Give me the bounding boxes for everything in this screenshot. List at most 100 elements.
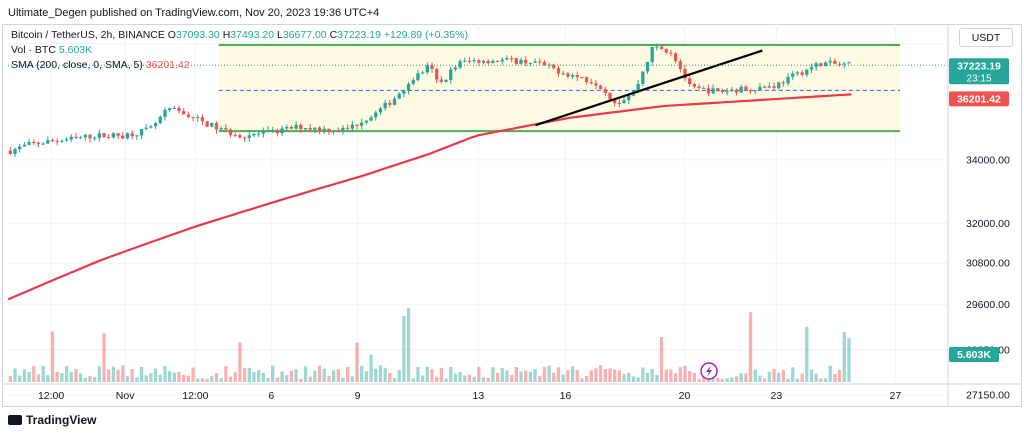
legend-sma-row[interactable]: SMA (200, close, 0, SMA, 5) 36201.42 [11, 58, 468, 73]
volume-bar [683, 365, 687, 382]
candle-body [196, 117, 200, 119]
volume-bar [210, 376, 214, 382]
volume-bar [570, 366, 575, 382]
candle-body [191, 117, 195, 119]
volume-bar [477, 366, 481, 382]
candle-body [135, 135, 139, 137]
volume-bar [97, 366, 101, 382]
sma-line [7, 93, 852, 301]
candle-body [355, 124, 359, 126]
volume-bar [18, 375, 22, 382]
volume-bar [102, 333, 106, 382]
candle-body [697, 86, 701, 88]
volume-bar [8, 376, 12, 382]
candle-body [744, 86, 748, 91]
candle-body [350, 124, 354, 129]
candle-body [467, 60, 472, 62]
volume-bar [439, 367, 444, 382]
candle-body [88, 134, 92, 139]
volume-bar [420, 375, 425, 382]
volume-bar [327, 375, 331, 382]
volume-bar [346, 366, 350, 382]
legend-symbol-row[interactable]: Bitcoin / TetherUS, 2h, BINANCE O37093.3… [11, 28, 468, 43]
candle-body [655, 46, 659, 48]
volume-bar [617, 370, 622, 382]
volume-bar [819, 378, 823, 382]
candle-body [60, 140, 64, 142]
y-tick-label: 32000.00 [966, 218, 1010, 230]
volume-bar [847, 338, 851, 382]
candle-body [228, 129, 233, 135]
candle-body [819, 63, 823, 67]
volume-bar [55, 371, 59, 382]
volume-bar [762, 378, 767, 382]
volume-bar [46, 375, 50, 382]
volume-bar [125, 376, 130, 382]
candle-body [706, 88, 711, 94]
candle-body [172, 107, 176, 109]
candle-body [8, 150, 12, 154]
volume-bar [603, 369, 607, 382]
volume-bar [397, 370, 401, 382]
candle-body [725, 91, 729, 93]
overlays [7, 49, 948, 380]
candle-body [294, 124, 298, 129]
x-tick-label: 23 [770, 390, 782, 402]
candle-body [93, 137, 97, 139]
candle-body [107, 137, 111, 139]
candle-body [566, 73, 570, 77]
candle-body [214, 123, 219, 130]
candle-body [275, 129, 280, 134]
volume-bar [673, 373, 678, 382]
volume-bar [800, 373, 804, 382]
candle-body [458, 61, 462, 68]
tradingview-brand[interactable]: TradingView [8, 413, 96, 427]
volume-bar [107, 369, 111, 382]
volume-bar [392, 378, 397, 382]
legend-volume-row[interactable]: Vol · BTC 5.603K [11, 43, 468, 58]
volume-bar [608, 368, 612, 382]
candle-body [247, 135, 251, 139]
volume-bar [130, 369, 134, 382]
candle-body [200, 117, 205, 122]
x-tick-label: 16 [560, 390, 572, 402]
candle-body [416, 73, 420, 81]
published-info: Ultimate_Degen published on TradingView.… [8, 7, 380, 19]
volume-bar [36, 374, 41, 382]
low-label: L [277, 29, 283, 41]
currency-button[interactable]: USDT [959, 28, 1013, 47]
volume-bar [786, 378, 790, 382]
volume-bar [842, 332, 846, 382]
volume-bar [139, 366, 144, 382]
volume-bar [758, 375, 762, 382]
candle-body [645, 62, 650, 72]
candle-body [533, 61, 537, 63]
volume-bar [200, 378, 205, 382]
candle-body [556, 68, 561, 74]
volume-bar [88, 375, 92, 382]
candle-body [74, 136, 78, 138]
x-tick-label: 12:00 [38, 390, 64, 402]
candle-body [388, 102, 392, 105]
candle-body [186, 114, 191, 118]
candle-body [406, 83, 411, 91]
lightning-icon [700, 362, 718, 380]
low-value: 36677.00 [282, 29, 327, 41]
candle-body [224, 127, 228, 130]
volume-bar [528, 371, 533, 382]
candle-body [495, 60, 500, 62]
candle-body [392, 98, 397, 105]
candle-body [833, 60, 837, 64]
volume-bar [280, 371, 284, 382]
volume-bar [524, 370, 528, 382]
x-tick-label: 12:00 [182, 390, 208, 402]
candle-body [608, 92, 612, 100]
volume-bar [795, 378, 800, 382]
grid [8, 24, 948, 396]
volume-bar [135, 377, 139, 382]
candle-body [83, 134, 87, 138]
candle-body [257, 133, 261, 135]
candle-body [64, 139, 69, 141]
volume-bar [271, 365, 275, 382]
